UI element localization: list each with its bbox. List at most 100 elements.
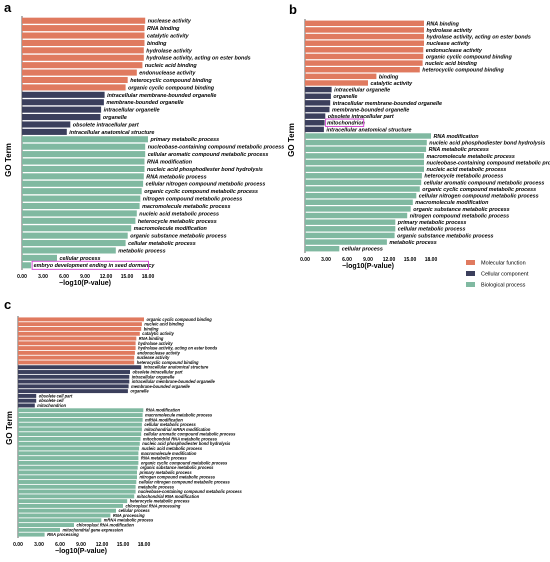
bar — [22, 25, 145, 32]
bar-label: mRNA metabolic process — [104, 518, 154, 523]
bar — [18, 355, 135, 360]
x-tick-label: 9.00 — [76, 542, 86, 548]
x-tick-label: 12.00 — [100, 274, 113, 280]
legend-swatch — [466, 260, 475, 265]
bar — [22, 128, 67, 135]
bar-label: endonuclease activity — [426, 48, 483, 54]
bar — [18, 326, 142, 331]
bar — [18, 422, 142, 427]
bar — [22, 39, 145, 46]
bar — [18, 484, 136, 489]
bar-label: nucleic acid metabolic process — [142, 446, 203, 451]
bar-label: obsolete cell part — [39, 393, 73, 398]
x-tick-label: 3.00 — [34, 542, 44, 548]
bar — [305, 40, 424, 46]
highlight-box — [325, 118, 365, 127]
bar-label: organic substance metabolic process — [130, 234, 226, 240]
panel-letter: a — [4, 0, 12, 15]
bar — [18, 456, 139, 461]
bar-label: chloroplast RNA processing — [126, 503, 181, 508]
bar-label: organic cyclic compound binding — [147, 317, 213, 322]
bar-label: macromolecule modification — [134, 226, 208, 232]
bar-label: cellular aromatic compound metabolic pro… — [148, 152, 269, 158]
bar-label: organic cyclic compound metabolic proces… — [422, 187, 536, 193]
bar-label: mitochondrial RNA modification — [137, 494, 200, 499]
bar-label: organic substance metabolic process — [413, 207, 509, 213]
bar-label: nucleic acid metabolic process — [427, 167, 507, 173]
bar-label: nucleic acid phosphodiester bond hydroly… — [142, 441, 231, 446]
bar — [22, 84, 126, 91]
bar — [18, 350, 135, 355]
bar-label: nucleic acid phosphodiester bond hydroly… — [429, 141, 545, 147]
bar-label: mitochondrion — [327, 121, 365, 127]
bar — [18, 427, 142, 432]
bar-label: intracellular membrane-bounded organelle — [107, 93, 216, 99]
bar-label: nuclease activity — [137, 355, 170, 360]
bar-label: obsolete cell — [39, 398, 65, 403]
x-axis-label: −log10(P-value) — [59, 280, 111, 287]
bar — [305, 199, 413, 206]
bar-label: nucleic acid binding — [145, 63, 198, 69]
bar — [305, 113, 326, 119]
bar — [18, 336, 137, 341]
bar-label: metabolic process — [389, 240, 436, 246]
bar-label: intracellular anatomical structure — [326, 127, 411, 133]
x-tick-label: 0.00 — [17, 274, 27, 280]
bar-label: RNA metabolic process — [146, 174, 206, 180]
highlight-box — [31, 260, 149, 270]
bar — [18, 508, 116, 513]
bar — [305, 86, 332, 93]
bar — [18, 518, 102, 523]
bar — [18, 370, 130, 374]
x-tick-label: 0.00 — [13, 542, 23, 548]
bar — [22, 62, 143, 69]
bar-label: macromolecule metabolic process — [142, 204, 230, 210]
x-tick-label: 3.00 — [38, 274, 48, 280]
bar-label: organelle — [333, 94, 357, 100]
bar — [22, 210, 137, 217]
bar-label: cellular aromatic compound metabolic pro… — [144, 432, 236, 437]
bar-label: metabolic process — [118, 248, 165, 254]
bar — [22, 202, 140, 210]
bar-label: cellular process — [342, 247, 383, 253]
legend-label: Cellular component — [481, 272, 529, 278]
x-tick-label: 9.00 — [80, 274, 90, 280]
y-axis-label: GO Term — [5, 411, 14, 445]
bar-label: RNA modification — [146, 408, 181, 413]
bar — [22, 99, 104, 106]
bar — [18, 460, 139, 465]
bar-label: RNA binding — [147, 26, 180, 32]
bar — [18, 322, 142, 327]
bar-label: organic cyclic compound binding — [128, 85, 215, 91]
bar — [18, 317, 144, 322]
bar-label: nuclease activity — [148, 19, 192, 25]
bar-label: primary metabolic process — [397, 220, 467, 226]
bar — [18, 470, 137, 475]
legend-label: Molecular function — [481, 261, 526, 267]
bar-label: nitrogen compound metabolic process — [143, 197, 242, 203]
bar-label: metabolic process — [138, 484, 175, 489]
bar — [305, 166, 424, 172]
bar-label: heterocycle metabolic process — [130, 499, 191, 504]
bar — [305, 27, 424, 33]
bar-label: catalytic activity — [371, 81, 414, 87]
bar — [305, 245, 340, 252]
bar — [305, 186, 420, 192]
bar-label: RNA processing — [47, 532, 79, 537]
bar-label: organic cyclic compound metabolic proces… — [141, 460, 228, 465]
bar-label: organic cyclic compound binding — [426, 54, 513, 60]
x-axis-label: −log10(P-value) — [342, 263, 394, 270]
x-tick-label: 6.00 — [55, 542, 65, 548]
bar — [305, 139, 427, 146]
bar-label: primary metabolic process — [150, 137, 220, 143]
bar-label: hydrolase activity — [427, 28, 474, 34]
bar — [22, 76, 128, 84]
bar-label: hydrolase activity, acting on ester bond… — [146, 56, 250, 62]
bar-label: nucleobase-containing compound metabolic… — [138, 489, 242, 494]
legend-swatch — [466, 271, 475, 276]
bar-label: heterocyclic compound binding — [137, 360, 199, 365]
bar — [305, 159, 424, 166]
bar-label: heterocyclic compound binding — [130, 78, 212, 84]
bar — [22, 158, 145, 165]
